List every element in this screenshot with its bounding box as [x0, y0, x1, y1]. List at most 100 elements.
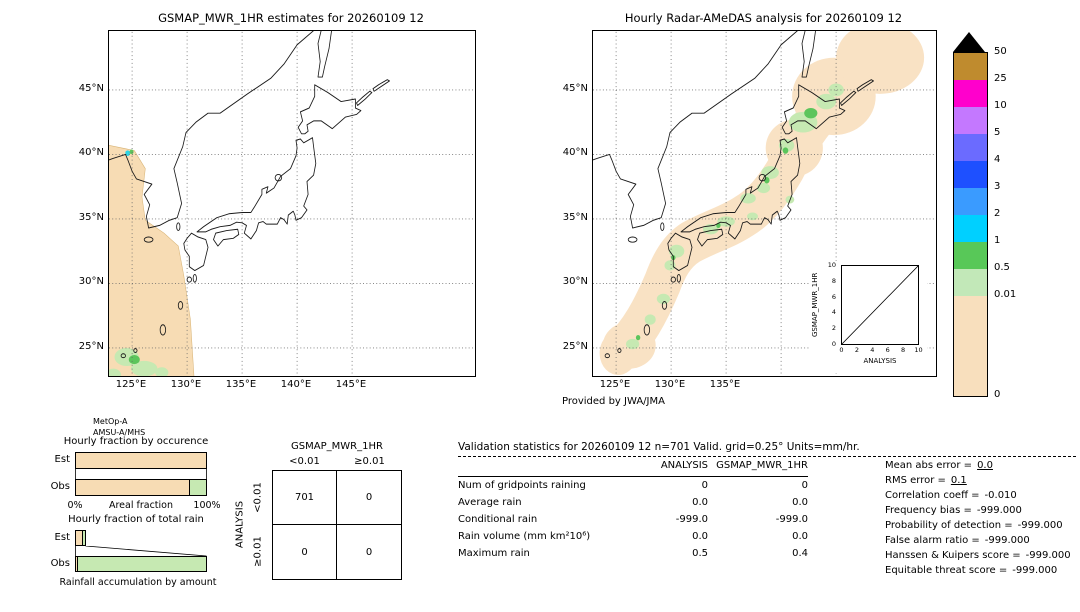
contingency-row-axis-label: ANALYSIS: [234, 500, 246, 549]
est-no-rain-segment: [75, 530, 83, 546]
lat-tick-label: 30°N: [78, 276, 104, 287]
rain-cell: [626, 338, 640, 350]
score-item: False alarm ratio = -999.000: [885, 533, 1080, 548]
rain-cell: [644, 314, 656, 325]
inset-x-axis-label: ANALYSIS: [863, 357, 897, 365]
stat-gsmap-value: 0.0: [792, 497, 808, 508]
inset-y-ticks: 0 2 4 6 8 10: [821, 262, 838, 348]
lon-tick-label: 130°E: [170, 379, 202, 390]
credit-text: Provided by JWA/JMA: [562, 396, 665, 407]
occurrence-est-label: Est: [54, 454, 70, 465]
score-label: False alarm ratio =: [885, 535, 980, 546]
stat-label: Conditional rain: [458, 514, 538, 525]
validation-table: ANALYSIS GSMAP_MWR_1HR Num of gridpoints…: [458, 460, 808, 562]
stat-gsmap-value: 0: [801, 480, 808, 491]
right-map-lat-ticks: 45°N 40°N 35°N 30°N 25°N: [546, 30, 592, 375]
rain-cell: [129, 149, 134, 155]
rain-cell: [131, 360, 158, 377]
tick-label: 6: [831, 292, 836, 301]
total-rain-est-label: Est: [54, 532, 70, 543]
colorbar-tick-label: 25: [994, 73, 1007, 84]
right-map-lon-ticks: 125°E 130°E 135°E: [592, 379, 935, 391]
left-map: [65, 12, 476, 401]
lat-tick-label: 40°N: [562, 147, 588, 158]
lon-tick-label: 130°E: [654, 379, 686, 390]
colorbar-swatches: [953, 52, 988, 397]
stat-analysis-value: 0.0: [692, 531, 708, 542]
sensor-line: MetOp-A: [93, 417, 128, 426]
divider-dashed: [458, 456, 1076, 457]
score-value: 0.1: [950, 475, 967, 486]
lat-tick-label: 35°N: [78, 212, 104, 223]
score-value: -999.000: [984, 535, 1030, 546]
tick-label: 10: [827, 261, 836, 269]
left-map-lat-ticks: 45°N 40°N 35°N 30°N 25°N: [62, 30, 108, 375]
score-value: -999.000: [1025, 550, 1071, 561]
colorbar-segment: [954, 80, 987, 107]
colorbar-segment: [954, 161, 987, 188]
lon-tick-label: 140°E: [280, 379, 312, 390]
occurrence-est-bar: [75, 452, 207, 469]
contingency-row-header-ge: ≥0.01: [252, 536, 264, 567]
stat-analysis-value: 0: [701, 480, 708, 491]
total-rain-caption: Rainfall accumulation by amount: [59, 577, 217, 588]
stat-gsmap-value: -999.0: [775, 514, 808, 525]
occurrence-obs-label: Obs: [50, 481, 70, 492]
colorbar-overflow-triangle-icon: [953, 32, 985, 52]
stat-analysis-value: 0.5: [692, 548, 708, 559]
rain-cell: [664, 260, 676, 271]
contingency-row-header-lt: <0.01: [252, 482, 264, 513]
validation-title: Validation statistics for 20260109 12 n=…: [458, 441, 860, 453]
inset-y-axis-label: GSMAP_MWR_1HR: [811, 272, 819, 338]
contingency-cell: 701: [273, 471, 337, 525]
contingency-cell: 0: [365, 546, 373, 558]
lon-tick-label: 145°E: [335, 379, 367, 390]
est-rain-segment: [82, 530, 86, 546]
contingency-cell: 0: [273, 525, 337, 579]
header-gsmap: GSMAP_MWR_1HR: [716, 460, 808, 471]
tick-label: 10: [914, 346, 923, 354]
contingency-col-header-ge: ≥0.01: [354, 456, 385, 467]
colorbar-segment: [954, 242, 987, 269]
stat-gsmap-value: 0.0: [792, 531, 808, 542]
colorbar-segment: [954, 188, 987, 215]
inset-plot-box: [841, 265, 919, 345]
radar-coverage-blob: [836, 21, 925, 94]
colorbar-tick-label: 0.01: [994, 289, 1017, 300]
tick-label: 8: [831, 276, 836, 285]
total-rain-obs-label: Obs: [50, 558, 70, 569]
lat-tick-label: 25°N: [562, 341, 588, 352]
score-item: Mean abs error = 0.0: [885, 458, 1080, 473]
score-label: Probability of detection =: [885, 520, 1013, 531]
contingency-table: 701 0 0 0: [272, 470, 402, 580]
rain-cell: [635, 335, 641, 341]
colorbar-segment: [954, 134, 987, 161]
colorbar-tick-label: 0.5: [994, 262, 1010, 273]
stat-label: Num of gridpoints raining: [458, 480, 586, 491]
score-label: Mean abs error =: [885, 460, 973, 471]
header-analysis: ANALYSIS: [660, 460, 708, 471]
occurrence-axis-min: 0%: [67, 500, 83, 511]
lat-tick-label: 45°N: [562, 83, 588, 94]
validation-table-row: Conditional rain -999.0 -999.0: [458, 511, 808, 528]
inset-x-ticks: 0 2 4 6 8 10: [837, 347, 923, 354]
right-map-svg: [549, 12, 958, 401]
score-item: Equitable threat score = -999.000: [885, 563, 1080, 578]
contingency-col-header-lt: <0.01: [289, 456, 320, 467]
validation-table-header: ANALYSIS GSMAP_MWR_1HR: [458, 460, 808, 477]
stat-label: Rain volume (mm km²10⁶): [458, 531, 591, 542]
sensor-info: MetOp-A AMSU-A/MHS: [93, 416, 145, 438]
tick-label: 0: [831, 339, 836, 348]
satellite-swath: [103, 143, 196, 390]
scatter-inset: GSMAP_MWR_1HR 0 2 4 6 8 10 0 2 4 6 8 10 ANALYSIS: [809, 261, 927, 373]
rain-cell: [656, 293, 670, 305]
left-map-title: GSMAP_MWR_1HR estimates for 20260109 12: [158, 11, 424, 25]
rain-cell: [747, 212, 758, 221]
obs-rain-segment: [77, 556, 207, 572]
lon-tick-label: 125°E: [115, 379, 147, 390]
identity-line-svg: [841, 265, 919, 345]
est-no-rain-segment: [75, 452, 207, 469]
stat-label: Maximum rain: [458, 548, 530, 559]
colorbar-tick-label: 1: [994, 235, 1001, 246]
score-item: Correlation coeff = -0.010: [885, 488, 1080, 503]
